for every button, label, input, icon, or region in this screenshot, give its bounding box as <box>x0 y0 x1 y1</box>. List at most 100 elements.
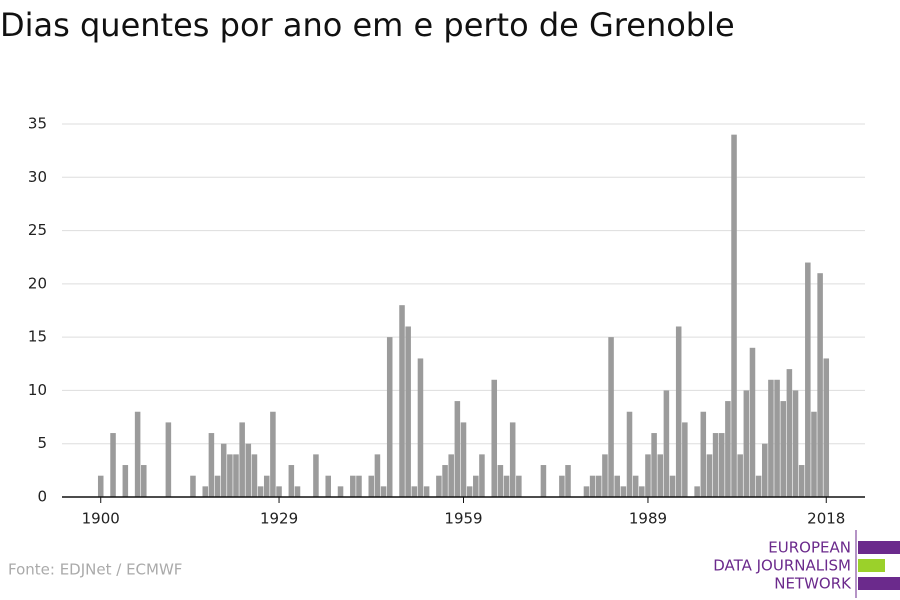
bar <box>141 465 147 497</box>
bar <box>620 486 627 497</box>
bar <box>503 475 510 497</box>
bar <box>110 433 116 497</box>
bar <box>374 454 381 497</box>
y-tick-label: 10 <box>28 381 47 399</box>
bar <box>823 358 830 497</box>
bar <box>725 401 731 497</box>
bar <box>214 475 221 497</box>
bar <box>700 411 707 497</box>
bar <box>288 465 295 497</box>
bar <box>718 433 725 497</box>
x-tick-label: 2018 <box>807 510 845 528</box>
y-tick-label: 5 <box>37 434 47 452</box>
bar <box>786 369 793 497</box>
bar <box>208 433 215 497</box>
bar <box>386 337 393 497</box>
bar <box>466 486 473 497</box>
x-tick-label: 1929 <box>260 510 298 528</box>
x-tick-label: 1900 <box>82 510 120 528</box>
bar <box>442 465 448 497</box>
logo-bar <box>858 541 900 554</box>
bar <box>337 486 344 497</box>
bar <box>270 411 276 497</box>
bar <box>694 486 700 497</box>
y-tick-label: 25 <box>28 221 47 239</box>
bar <box>743 390 750 497</box>
bar <box>559 475 565 497</box>
bar <box>122 465 129 497</box>
logo-text: NETWORK <box>774 575 852 593</box>
bar <box>380 486 387 497</box>
bar <box>134 411 141 497</box>
bar <box>516 475 522 497</box>
x-tick-label: 1959 <box>444 510 482 528</box>
bar <box>583 486 590 497</box>
bar <box>368 475 375 497</box>
bar <box>632 475 639 497</box>
bar <box>245 443 252 497</box>
x-tick-label: 1989 <box>629 510 667 528</box>
bar <box>811 411 817 497</box>
bar <box>239 422 245 497</box>
bar <box>737 454 743 497</box>
bar <box>540 465 547 497</box>
bar <box>731 134 737 497</box>
bar <box>448 454 454 497</box>
bar <box>608 337 614 497</box>
bar <box>473 475 479 497</box>
bar <box>798 465 805 497</box>
logo-bar <box>858 577 900 590</box>
bar <box>762 443 768 497</box>
bar <box>565 465 571 497</box>
bar <box>712 433 719 497</box>
bar <box>190 475 196 497</box>
bar <box>602 454 608 497</box>
bar <box>651 433 657 497</box>
bar <box>417 358 424 497</box>
bar <box>251 454 258 497</box>
bar <box>202 486 209 497</box>
bar <box>436 475 442 497</box>
y-tick-label: 20 <box>28 274 47 292</box>
bar <box>706 454 713 497</box>
chart-title: Dias quentes por ano em e perto de Greno… <box>0 6 735 44</box>
bar <box>682 422 688 497</box>
bar <box>817 273 823 497</box>
bar <box>411 486 418 497</box>
bar <box>749 347 756 497</box>
y-tick-label: 0 <box>37 488 47 506</box>
bar <box>497 465 504 497</box>
bar <box>257 486 264 497</box>
bar <box>276 486 282 497</box>
bar <box>294 486 301 497</box>
bar <box>325 475 331 497</box>
bar <box>263 475 270 497</box>
bar <box>792 390 799 497</box>
bar <box>663 390 670 497</box>
bar <box>589 475 596 497</box>
source: Fonte: EDJNet / ECMWF <box>8 561 182 579</box>
bar <box>780 401 786 497</box>
bar <box>614 475 620 497</box>
bar <box>350 475 356 497</box>
bar <box>227 454 233 497</box>
bar <box>97 475 104 497</box>
bar <box>626 411 633 497</box>
bar <box>479 454 485 497</box>
bar <box>460 422 467 497</box>
bar <box>454 401 461 497</box>
bar <box>675 326 682 497</box>
logo-bar <box>858 559 885 572</box>
bar <box>657 454 664 497</box>
bar <box>509 422 516 497</box>
bar <box>491 379 498 497</box>
bar <box>356 475 362 497</box>
bar <box>596 475 602 497</box>
y-tick-label: 35 <box>28 115 47 133</box>
bar <box>405 326 411 497</box>
bar <box>805 262 811 497</box>
bar <box>774 379 780 497</box>
bar <box>639 486 645 497</box>
bar <box>768 379 774 497</box>
